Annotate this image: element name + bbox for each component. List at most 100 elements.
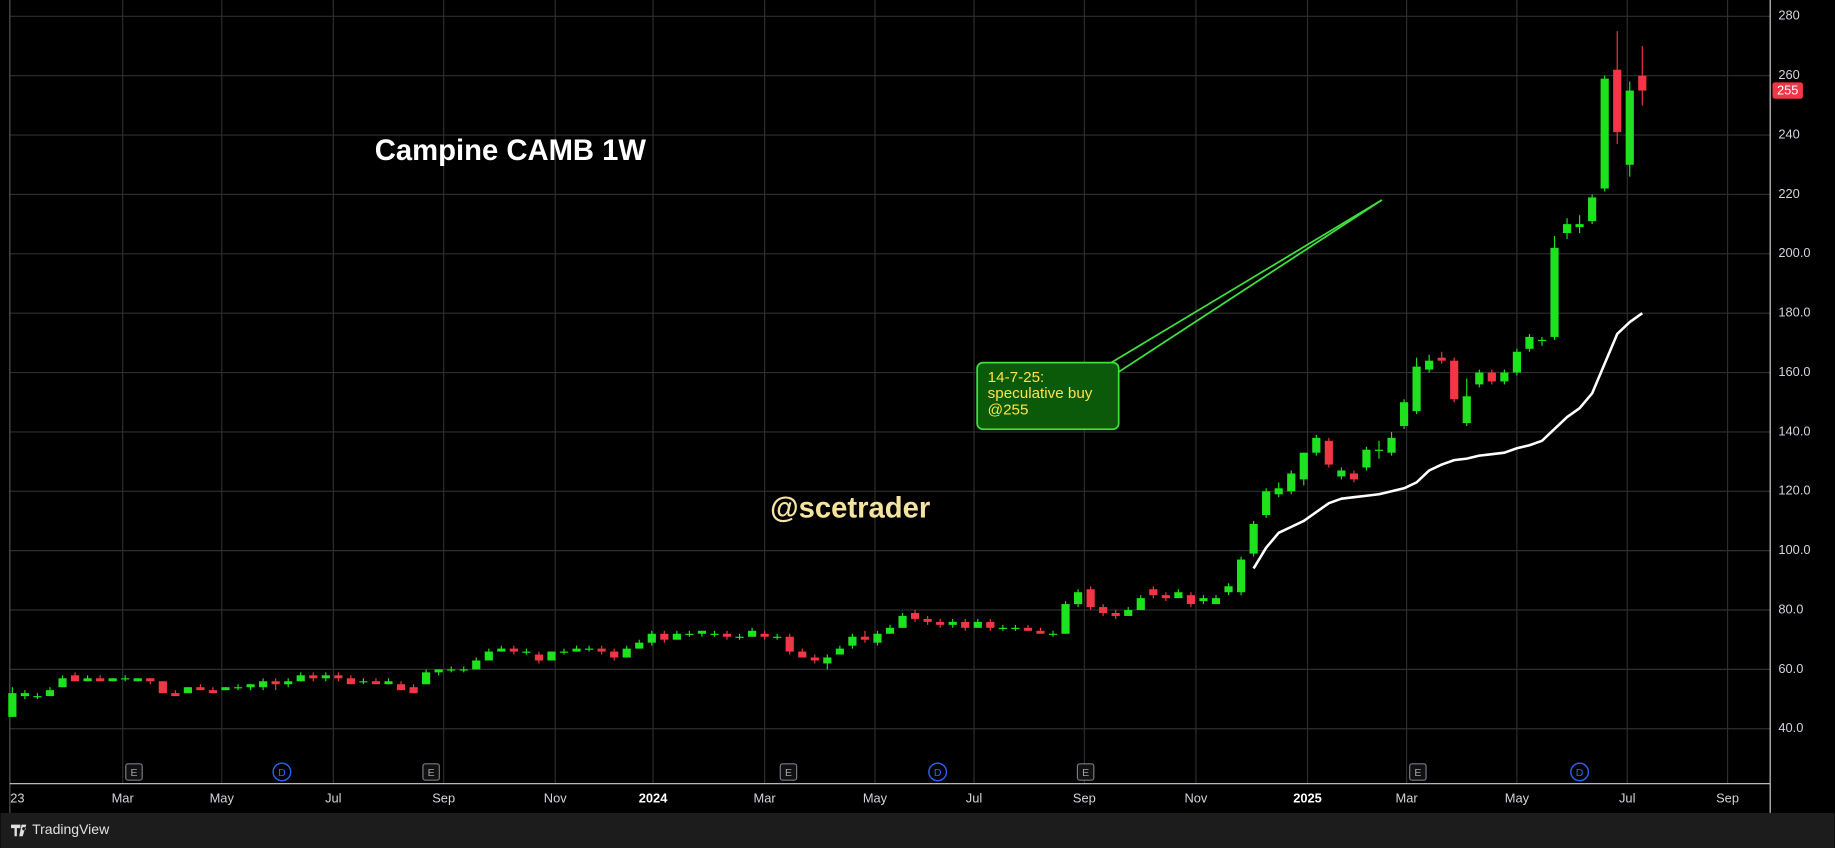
candle-body [1161, 595, 1170, 599]
x-tick-label: Jul [966, 790, 982, 805]
candle-body [785, 636, 794, 652]
candle-body [221, 687, 230, 691]
footer-bar [0, 812, 1835, 848]
candle-body [45, 690, 55, 697]
x-tick-label: Mar [754, 790, 777, 805]
y-tick-label: 120.0 [1778, 483, 1810, 498]
candle-body [1287, 473, 1296, 492]
candle-body [860, 636, 870, 640]
candle-body [547, 651, 556, 661]
candle-body [622, 648, 631, 658]
candle-body [384, 681, 393, 685]
x-tick-label: Sep [1073, 790, 1096, 805]
candle-body [873, 633, 882, 643]
candle-body [973, 621, 982, 628]
candle-body [1324, 440, 1333, 465]
x-tick-label: Nov [544, 790, 567, 805]
candle-body [773, 636, 782, 638]
x-tick-label: Jul [325, 790, 341, 805]
candle-body [1199, 598, 1208, 602]
candle-body [1211, 598, 1221, 605]
event-marker: E [1409, 763, 1427, 781]
candle-body [146, 678, 155, 682]
candle-body [1537, 339, 1547, 342]
candle-body [1111, 612, 1120, 616]
event-badge [779, 763, 798, 781]
candle-body [447, 669, 456, 671]
candle-body [885, 627, 895, 634]
moving-average-line [1252, 312, 1644, 570]
candle-body [346, 678, 355, 685]
candle-body [672, 633, 681, 640]
x-tick-label: 2024 [639, 790, 668, 805]
candle-body [1061, 604, 1070, 634]
candle-body [121, 678, 130, 680]
candle-body [208, 690, 218, 694]
y-tick-label: 100.0 [1778, 542, 1810, 557]
candle-body [1312, 437, 1321, 453]
event-label: D [1576, 767, 1584, 779]
candle-body [585, 648, 594, 650]
candle-body [1274, 488, 1283, 495]
last-price-label: 255 [1777, 83, 1798, 98]
y-tick-label: 160.0 [1778, 364, 1810, 379]
tradingview-logo: TradingView [11, 821, 110, 837]
y-tick-label: 280 [1778, 8, 1799, 23]
x-tick-label: May [210, 790, 235, 805]
y-tick-label: 260 [1778, 67, 1799, 82]
candle-body [409, 687, 418, 694]
candle-body [1186, 595, 1196, 605]
y-tick-label: 40.0 [1778, 720, 1803, 735]
annotation-line: @255 [988, 402, 1029, 419]
candle-body [1475, 372, 1484, 385]
candle-body [321, 675, 330, 679]
logo-icon [11, 824, 27, 837]
footer-text: TradingView [32, 821, 110, 837]
candle-body [259, 681, 268, 688]
candle-body [434, 669, 443, 673]
candle-body [171, 693, 180, 697]
candle-body [33, 696, 42, 698]
x-tick-label: Nov [1185, 790, 1208, 805]
candle-body [559, 651, 569, 653]
event-marker: E [779, 763, 798, 781]
x-tick-label: 2025 [1293, 790, 1322, 805]
candle-body [1362, 449, 1371, 468]
candle-body [1249, 523, 1258, 554]
candle-body [848, 636, 857, 646]
candle-body [1450, 360, 1459, 400]
candle-body [1425, 360, 1434, 370]
chart-title: Campine CAMB 1W [375, 135, 647, 167]
candle-body [898, 615, 907, 628]
candle-body [1500, 372, 1509, 382]
candle-body [497, 648, 506, 652]
event-badge [272, 762, 292, 782]
event-label: E [130, 767, 137, 779]
y-tick-label: 80.0 [1778, 601, 1803, 616]
candle-body [597, 648, 606, 652]
y-tick-label: 180.0 [1778, 305, 1810, 320]
y-tick-label: 140.0 [1778, 423, 1810, 438]
annotation-line: 14-7-25: [988, 369, 1045, 386]
candle-body [1099, 607, 1108, 613]
candle-body [647, 633, 656, 643]
y-tick-label: 220 [1778, 186, 1799, 201]
candle-body [1399, 402, 1409, 426]
annotation-line: speculative buy [988, 385, 1093, 402]
candle-body [1124, 610, 1133, 616]
callout-box [976, 361, 1120, 431]
candle-body [1299, 452, 1308, 480]
candle-body [1487, 372, 1496, 382]
candle-body [1387, 437, 1396, 453]
candle-body [1562, 224, 1572, 234]
candle-body [334, 675, 343, 679]
candle-body [610, 651, 619, 658]
candle-body [371, 681, 381, 685]
event-label: D [934, 767, 942, 779]
x-tick-label: Jul [1619, 790, 1635, 805]
candle-body [710, 633, 719, 635]
candle-body [1512, 351, 1522, 373]
candle-body [1462, 396, 1471, 424]
